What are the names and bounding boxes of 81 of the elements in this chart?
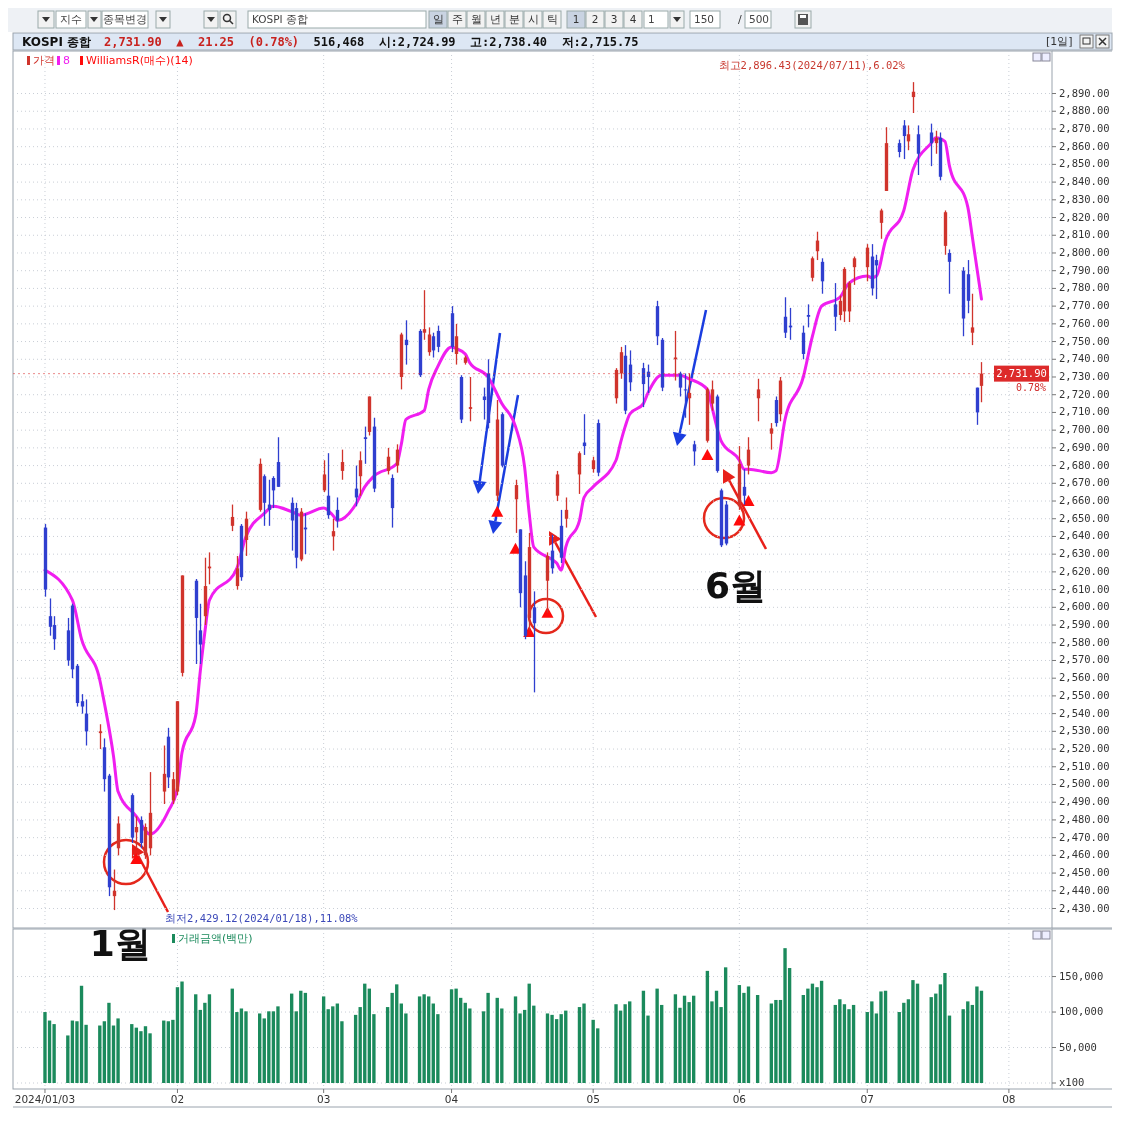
text: [1일]	[1046, 35, 1073, 48]
legend-label: 거래금액(백만)	[178, 932, 253, 945]
y-tick-label: 2,610.00	[1059, 582, 1110, 595]
y-tick-label: 2,660.00	[1059, 494, 1110, 507]
y-tick-label: 2,440.00	[1059, 883, 1110, 896]
y-tick-label: x100	[1059, 1076, 1085, 1088]
y-tick-label: 2,820.00	[1059, 210, 1110, 223]
y-tick-label: 2,700.00	[1059, 423, 1110, 436]
chart-title: KOSPI 종합	[22, 35, 92, 49]
y-tick-label: 2,630.00	[1059, 547, 1110, 560]
y-tick-label: 2,520.00	[1059, 742, 1110, 755]
y-tick-label: 2,740.00	[1059, 352, 1110, 365]
y-tick-label: 2,560.00	[1059, 671, 1110, 684]
text: 150	[694, 13, 715, 25]
y-tick-label: 2,690.00	[1059, 440, 1110, 453]
text: 지수	[60, 13, 82, 25]
y-tick-label: 2,770.00	[1059, 299, 1110, 312]
x-tick-label: 05	[586, 1093, 600, 1105]
y-tick-label: 2,720.00	[1059, 387, 1110, 400]
y-tick-label: 2,470.00	[1059, 830, 1110, 843]
y-tick-label: 2,510.00	[1059, 759, 1110, 772]
x-tick-label: 03	[316, 1093, 331, 1105]
y-tick-label: 2,710.00	[1059, 405, 1110, 418]
y-tick-label: 2,670.00	[1059, 476, 1110, 489]
x-tick-label: 2024/01/03	[14, 1093, 76, 1105]
x-tick-label: 06	[732, 1093, 747, 1105]
y-tick-label: 2,730.00	[1059, 370, 1110, 382]
y-tick-label: 2,570.00	[1059, 653, 1110, 666]
y-tick-label: 2,860.00	[1059, 139, 1110, 152]
text: 1 2 3 4	[572, 13, 637, 25]
y-tick-label: 2,580.00	[1059, 635, 1110, 648]
y-tick-label: 2,490.00	[1059, 795, 1110, 808]
y-tick-label: 2,430.00	[1059, 901, 1110, 914]
y-tick-label: 2,890.00	[1059, 86, 1110, 99]
legend-label: 가격	[33, 54, 55, 67]
y-tick-label: 2,750.00	[1059, 334, 1110, 347]
legend-label: WilliamsR(매수)(14)	[86, 54, 193, 67]
y-tick-label: 2,870.00	[1059, 121, 1110, 134]
x-tick-label: 08	[1002, 1093, 1016, 1105]
text: 일 주 월 년 분 시 틱	[432, 13, 558, 25]
y-tick-label: 2,760.00	[1059, 316, 1110, 329]
text: KOSPI 종합	[252, 13, 309, 25]
y-tick-label: 50,000	[1059, 1040, 1097, 1053]
x-tick-label: 02	[170, 1093, 185, 1105]
text: /	[738, 13, 742, 26]
y-tick-label: 2,590.00	[1059, 618, 1110, 631]
y-tick-label: 2,540.00	[1059, 706, 1110, 719]
text: 500	[749, 13, 770, 25]
y-tick-label: 2,800.00	[1059, 245, 1110, 258]
y-tick-label: 2,550.00	[1059, 688, 1110, 701]
y-tick-label: 2,500.00	[1059, 777, 1110, 790]
annotation: 최저2,429.12(2024/01/18),11.08%	[165, 912, 359, 924]
y-tick-label: 2,640.00	[1059, 529, 1110, 542]
y-tick-label: 2,850.00	[1059, 157, 1110, 170]
annotation: 0.78%	[1015, 381, 1046, 393]
y-tick-label: 2,790.00	[1059, 263, 1110, 276]
legend-label: 8	[63, 54, 70, 67]
y-tick-label: 2,650.00	[1059, 511, 1110, 524]
y-tick-label: 2,880.00	[1059, 104, 1110, 117]
y-tick-label: 2,450.00	[1059, 866, 1110, 879]
y-tick-label: 150,000	[1059, 969, 1104, 982]
y-tick-label: 2,840.00	[1059, 175, 1110, 188]
y-tick-label: 2,600.00	[1059, 600, 1110, 613]
text: 종목변경	[103, 13, 147, 25]
x-tick-label: 07	[860, 1093, 874, 1105]
ref-line-label: 2,731.90	[996, 366, 1047, 379]
y-tick-label: 2,810.00	[1059, 228, 1110, 241]
annotation: 1월	[89, 922, 151, 964]
annotation: 최고2,896.43(2024/07/11),6.02%	[718, 59, 906, 72]
x-tick-label: 04	[444, 1093, 459, 1105]
y-tick-label: 2,460.00	[1059, 848, 1110, 861]
y-tick-label: 2,680.00	[1059, 458, 1110, 471]
y-tick-label: 2,830.00	[1059, 192, 1110, 205]
y-tick-label: 100,000	[1059, 1005, 1104, 1018]
text: 2,731.90 ▲ 21.25 (0.78%) 516,468 시:2,724.99 고:2,738.40 저:2,715.75	[104, 35, 639, 49]
annotation: 6월	[705, 565, 767, 606]
y-tick-label: 2,530.00	[1059, 724, 1110, 737]
y-tick-label: 2,620.00	[1059, 564, 1110, 577]
y-tick-label: 2,480.00	[1059, 812, 1110, 825]
text: 1	[648, 13, 655, 25]
y-tick-label: 2,780.00	[1059, 281, 1110, 294]
